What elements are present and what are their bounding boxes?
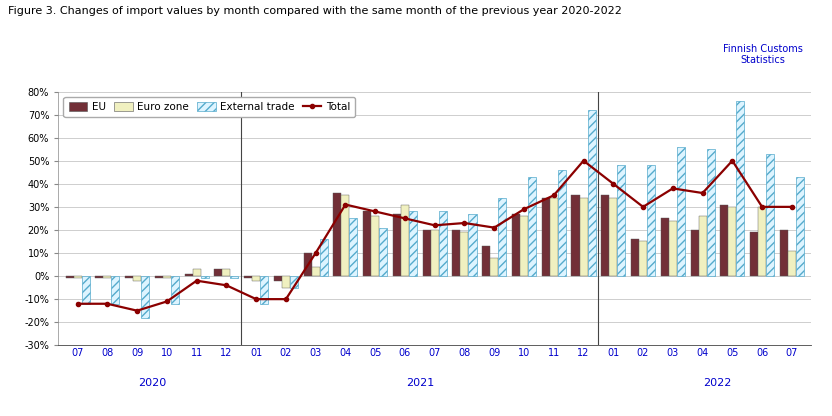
Bar — [796, 177, 804, 276]
Bar — [341, 196, 349, 276]
Bar — [171, 276, 179, 304]
Bar — [230, 276, 239, 278]
Bar — [520, 216, 528, 276]
Bar — [431, 230, 438, 276]
Text: Finnish Customs
Statistics: Finnish Customs Statistics — [723, 44, 803, 65]
Bar — [728, 207, 736, 276]
Bar — [788, 251, 796, 276]
Text: Figure 3. Changes of import values by month compared with the same month of the : Figure 3. Changes of import values by mo… — [8, 6, 622, 16]
Text: 2020: 2020 — [138, 378, 166, 388]
Bar — [609, 198, 617, 276]
Bar — [699, 216, 706, 276]
Bar — [185, 274, 193, 276]
Bar — [631, 239, 639, 276]
Bar — [736, 101, 745, 276]
Bar — [453, 230, 460, 276]
Bar — [766, 154, 774, 276]
Bar — [669, 221, 676, 276]
Legend: EU, Euro zone, External trade, Total: EU, Euro zone, External trade, Total — [63, 97, 355, 117]
Bar — [758, 207, 766, 276]
Bar — [371, 216, 379, 276]
Bar — [82, 276, 90, 304]
Bar — [244, 276, 252, 278]
Bar — [617, 165, 626, 276]
Bar — [542, 198, 550, 276]
Bar — [193, 269, 201, 276]
Bar — [379, 228, 387, 276]
Bar — [580, 198, 587, 276]
Bar — [393, 214, 401, 276]
Bar — [550, 198, 557, 276]
Bar — [661, 218, 669, 276]
Bar — [304, 253, 312, 276]
Bar — [639, 241, 647, 276]
Bar — [163, 276, 171, 278]
Bar — [96, 276, 103, 278]
Bar — [349, 218, 358, 276]
Bar — [750, 232, 758, 276]
Bar — [282, 276, 290, 287]
Bar — [676, 147, 685, 276]
Bar — [125, 276, 133, 278]
Bar — [572, 196, 580, 276]
Bar — [290, 276, 298, 287]
Bar — [401, 205, 409, 276]
Bar — [363, 211, 371, 276]
Bar — [691, 230, 699, 276]
Bar — [587, 110, 596, 276]
Bar — [602, 196, 609, 276]
Bar — [460, 232, 468, 276]
Bar — [312, 267, 319, 276]
Bar — [438, 211, 447, 276]
Bar — [483, 246, 490, 276]
Bar — [528, 177, 536, 276]
Bar — [252, 276, 260, 281]
Bar — [490, 258, 498, 276]
Bar — [512, 214, 520, 276]
Bar — [647, 165, 655, 276]
Bar — [468, 214, 477, 276]
Bar — [409, 211, 417, 276]
Bar — [141, 276, 149, 317]
Bar — [498, 198, 507, 276]
Bar — [334, 193, 341, 276]
Bar — [706, 149, 715, 276]
Bar — [557, 170, 566, 276]
Bar — [274, 276, 282, 281]
Bar — [73, 276, 82, 278]
Bar — [319, 239, 328, 276]
Bar — [423, 230, 431, 276]
Bar — [111, 276, 120, 304]
Bar — [103, 276, 111, 278]
Bar — [133, 276, 141, 281]
Bar — [155, 276, 163, 278]
Bar — [721, 205, 728, 276]
Bar — [201, 276, 209, 278]
Text: 2021: 2021 — [406, 378, 434, 388]
Bar — [260, 276, 268, 304]
Bar — [215, 269, 222, 276]
Bar — [222, 269, 230, 276]
Bar — [66, 276, 73, 278]
Bar — [780, 230, 788, 276]
Text: 2022: 2022 — [703, 378, 731, 388]
